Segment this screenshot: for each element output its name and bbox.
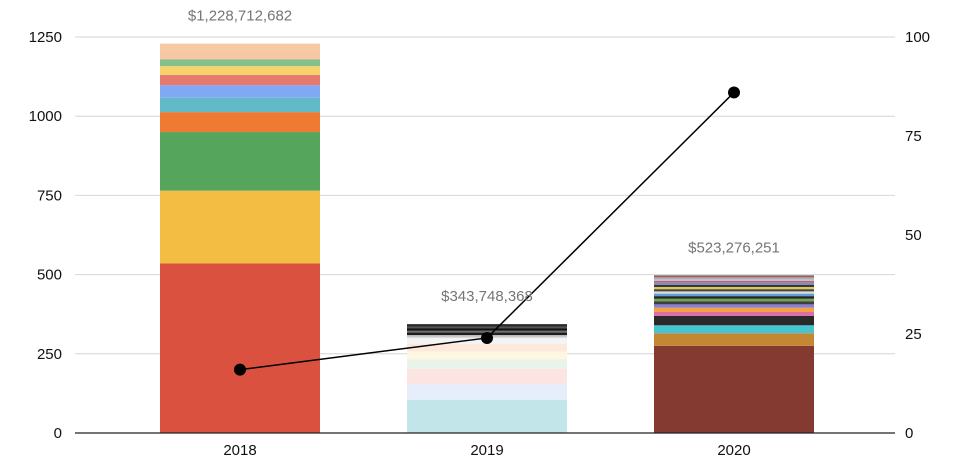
axes: 0 250 500 750 1000 1250 0 25 50 75 100 2018 2019 2020 — [29, 29, 930, 459]
bar-segment — [160, 190, 320, 264]
stacked-bars — [160, 43, 814, 433]
y-right-tick-label: 25 — [905, 326, 922, 343]
x-tick-label: 2020 — [717, 442, 750, 459]
bar-segment — [160, 85, 320, 98]
bar-segment — [407, 368, 567, 385]
y-left-tick-label: 1000 — [29, 108, 62, 125]
bar-segment — [654, 278, 814, 281]
bar-segment — [407, 343, 567, 352]
bar-segment — [654, 307, 814, 312]
bar-segment — [654, 293, 814, 297]
bar-segment — [654, 333, 814, 346]
y-left-tick-label: 500 — [37, 267, 62, 284]
bar-stack-2020 — [654, 275, 814, 433]
x-tick-label: 2018 — [223, 442, 256, 459]
total-labels: $1,228,712,682 $343,748,368 $523,276,251 — [188, 8, 780, 305]
bar-segment — [407, 326, 567, 329]
bar-segment — [160, 43, 320, 52]
bar-total-label: $343,748,368 — [441, 288, 533, 305]
bar-segment — [407, 351, 567, 360]
bar-segment — [654, 296, 814, 299]
bar-segment — [654, 289, 814, 292]
y-right-tick-label: 100 — [905, 29, 930, 46]
bar-segment — [654, 282, 814, 285]
bar-segment — [407, 324, 567, 327]
x-tick-label: 2019 — [470, 442, 503, 459]
bar-stack-2018 — [160, 43, 320, 433]
bar-segment — [407, 384, 567, 400]
bar-segment — [654, 315, 814, 326]
bar-segment — [654, 345, 814, 433]
bar-segment — [160, 97, 320, 113]
bar-segment — [407, 399, 567, 433]
bar-segment — [407, 330, 567, 333]
bar-segment — [654, 276, 814, 279]
bar-segment — [654, 325, 814, 334]
bar-segment — [160, 132, 320, 191]
bar-segment — [654, 311, 814, 316]
bar-segment — [654, 286, 814, 290]
y-left-tick-label: 250 — [37, 346, 62, 363]
line-point — [481, 331, 493, 344]
y-left-tick-label: 0 — [54, 425, 62, 442]
line-point — [728, 86, 740, 99]
y-left-tick-label: 750 — [37, 187, 62, 204]
bar-segment — [654, 275, 814, 277]
bar-segment — [407, 328, 567, 331]
bar-segment — [160, 59, 320, 67]
line-point — [234, 363, 246, 376]
bar-segment — [654, 291, 814, 294]
y-right-tick-label: 75 — [905, 128, 922, 145]
line-series — [234, 86, 740, 376]
bar-segment — [160, 51, 320, 60]
bar-segment — [160, 112, 320, 133]
bar-segment — [407, 359, 567, 369]
bar-total-label: $523,276,251 — [688, 239, 780, 256]
bar-segment — [654, 280, 814, 283]
bar-segment — [160, 263, 320, 433]
bar-segment — [654, 284, 814, 287]
bar-segment — [654, 298, 814, 302]
bar-segment — [160, 75, 320, 86]
bar-total-label: $1,228,712,682 — [188, 8, 292, 25]
bar-segment — [654, 304, 814, 308]
bar-segment — [654, 301, 814, 305]
bar-segment — [160, 66, 320, 76]
y-right-tick-label: 0 — [905, 425, 913, 442]
y-left-tick-label: 1250 — [29, 29, 62, 46]
y-right-tick-label: 50 — [905, 227, 922, 244]
